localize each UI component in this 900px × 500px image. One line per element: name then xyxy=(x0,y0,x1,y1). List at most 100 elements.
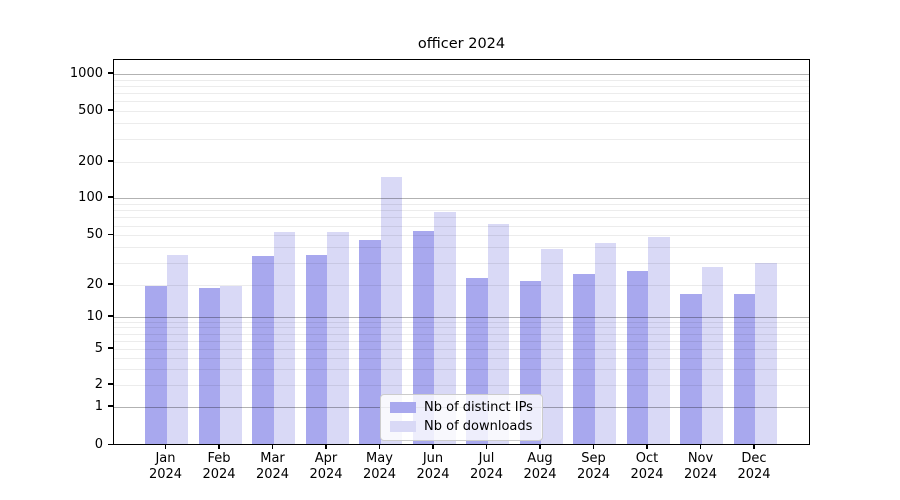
y-tick-label: 2 xyxy=(94,376,103,392)
minor-gridline xyxy=(114,139,809,141)
x-tick-month: Apr xyxy=(314,451,338,466)
legend-label-downloads: Nb of downloads xyxy=(424,419,533,434)
x-tick-year: 2024 xyxy=(523,467,557,482)
x-tick-label: Oct 2024 xyxy=(615,451,679,483)
y-tick-mark xyxy=(108,315,113,317)
x-tick-year: 2024 xyxy=(362,467,397,482)
y-tick-mark xyxy=(108,233,113,235)
y-tick-mark xyxy=(108,109,113,111)
minor-gridline xyxy=(114,217,809,219)
legend-row-distinct-ips: Nb of distinct IPs xyxy=(390,400,533,415)
bar-downloads xyxy=(541,248,563,444)
x-tick-year: 2024 xyxy=(202,467,236,482)
plot-area: Nb of distinct IPs Nb of downloads xyxy=(113,59,810,445)
x-tick-label: Feb 2024 xyxy=(187,451,251,483)
y-tick-mark xyxy=(108,347,113,349)
bar-downloads xyxy=(755,263,777,444)
x-tick-mark xyxy=(753,445,755,449)
x-tick-month: Dec xyxy=(741,451,767,466)
minor-gridline xyxy=(114,235,809,237)
y-tick-mark xyxy=(108,196,113,198)
x-tick-month: Jan xyxy=(155,451,176,466)
minor-gridline xyxy=(114,93,809,94)
major-gridline xyxy=(114,198,809,199)
minor-gridline xyxy=(114,247,809,249)
x-tick-mark xyxy=(164,445,167,449)
x-tick-mark xyxy=(646,445,648,449)
y-tick-mark xyxy=(108,383,113,385)
y-tick-label: 0 xyxy=(94,437,103,452)
bar-downloads xyxy=(594,243,616,444)
y-tick-mark xyxy=(108,443,113,446)
minor-gridline xyxy=(114,79,809,81)
x-tick-label: Jun 2024 xyxy=(401,451,465,483)
bar-distinct-ips xyxy=(412,230,434,444)
y-tick-label: 5 xyxy=(94,340,103,356)
x-tick-mark xyxy=(325,445,327,449)
bar-downloads xyxy=(434,212,456,444)
x-tick-month: Mar xyxy=(260,451,285,466)
x-tick-month: Jul xyxy=(478,451,495,466)
x-tick-label: Dec 2024 xyxy=(722,451,786,483)
y-tick-mark xyxy=(108,160,113,162)
minor-gridline xyxy=(114,210,809,211)
x-tick-label: Jan 2024 xyxy=(134,451,198,483)
minor-gridline xyxy=(114,101,809,103)
x-tick-month: Oct xyxy=(635,451,659,466)
legend-swatch-downloads xyxy=(390,421,416,432)
x-tick-label: May 2024 xyxy=(348,451,412,483)
bar-downloads xyxy=(701,267,723,444)
bar-distinct-ips xyxy=(573,273,595,444)
bar-distinct-ips xyxy=(359,239,381,444)
y-tick-label: 100 xyxy=(78,189,103,205)
bar-downloads xyxy=(273,231,295,444)
bar-downloads xyxy=(166,254,188,444)
y-tick-label: 200 xyxy=(78,153,103,169)
legend-swatch-distinct-ips xyxy=(390,402,416,413)
bar-downloads xyxy=(380,177,402,444)
x-tick-mark xyxy=(218,445,220,449)
x-tick-mark xyxy=(432,445,434,449)
x-tick-label: Nov 2024 xyxy=(669,451,733,483)
minor-gridline xyxy=(114,225,809,227)
legend-row-downloads: Nb of downloads xyxy=(390,419,533,434)
x-tick-year: 2024 xyxy=(309,467,343,482)
minor-gridline xyxy=(114,263,809,264)
x-tick-label: Mar 2024 xyxy=(241,451,305,483)
x-tick-mark xyxy=(592,445,595,449)
minor-gridline xyxy=(114,111,809,112)
y-tick-label: 1 xyxy=(94,398,103,414)
x-tick-label: Jul 2024 xyxy=(455,451,519,483)
minor-gridline xyxy=(114,203,809,205)
x-tick-mark xyxy=(378,445,381,449)
y-tick-label: 1000 xyxy=(69,65,103,81)
x-tick-mark xyxy=(271,445,274,449)
x-tick-label: Aug 2024 xyxy=(508,451,572,483)
bar-distinct-ips xyxy=(145,285,167,444)
x-tick-mark xyxy=(699,445,702,449)
minor-gridline xyxy=(114,123,809,125)
x-tick-year: 2024 xyxy=(469,467,504,482)
bar-downloads xyxy=(487,224,509,444)
y-tick-label: 20 xyxy=(86,276,103,292)
minor-gridline xyxy=(114,85,809,87)
x-tick-month: Nov xyxy=(687,451,714,466)
x-tick-year: 2024 xyxy=(683,467,718,482)
x-tick-year: 2024 xyxy=(416,467,450,482)
x-tick-month: Sep xyxy=(581,451,606,466)
x-tick-month: Feb xyxy=(207,451,231,466)
x-tick-label: Sep 2024 xyxy=(562,451,626,483)
chart-title: officer 2024 xyxy=(417,36,506,52)
y-tick-label: 500 xyxy=(78,102,103,118)
bar-downloads xyxy=(327,231,349,444)
bar-distinct-ips xyxy=(252,256,274,444)
minor-gridline xyxy=(114,162,809,163)
bar-distinct-ips xyxy=(680,293,702,444)
x-tick-month: May xyxy=(366,451,393,466)
x-tick-year: 2024 xyxy=(576,467,611,482)
y-tick-label: 50 xyxy=(86,226,103,242)
x-tick-year: 2024 xyxy=(630,467,664,482)
legend-label-distinct-ips: Nb of distinct IPs xyxy=(424,400,533,415)
bar-distinct-ips xyxy=(626,271,648,444)
